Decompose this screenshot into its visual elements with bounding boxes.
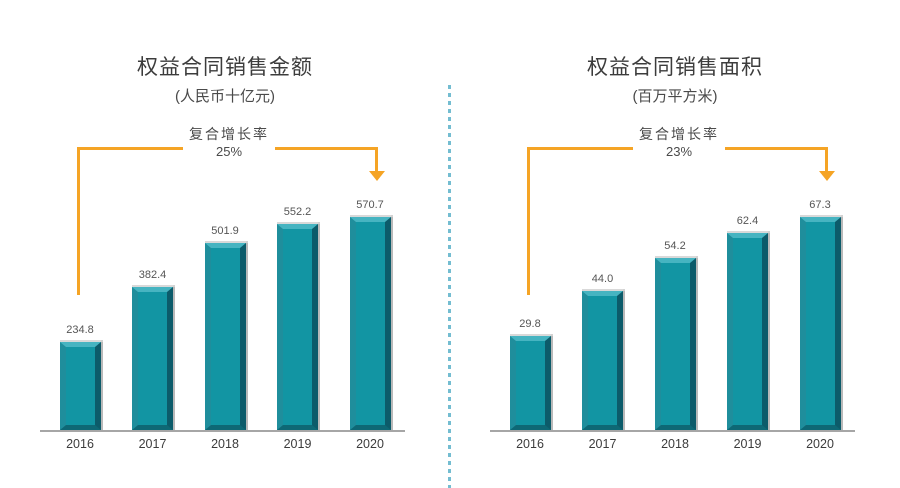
chart-title: 权益合同销售金额 (137, 56, 313, 79)
cagr-bracket-arrow: 复合增长率 25% (0, 0, 450, 300)
bracket-left-line (527, 147, 530, 295)
x-tick-label: 2017 (138, 437, 167, 451)
dashed-panel-divider (448, 85, 451, 488)
x-tick-label: 2018 (211, 437, 239, 451)
x-tick-label: 2019 (733, 437, 762, 451)
bar-value-label: 29.8 (519, 318, 541, 330)
x-axis (490, 430, 855, 432)
cagr-value: 23% (665, 144, 693, 159)
bar-value-label: 67.3 (809, 199, 831, 211)
cagr-annotation: 复合增长率 25% (183, 125, 275, 161)
bar-value-label: 62.4 (736, 215, 759, 227)
chart-title: 权益合同销售面积 (587, 56, 763, 79)
x-tick-label: 2016 (516, 437, 544, 451)
bar-2016 (509, 336, 551, 430)
bar-2018 (654, 258, 696, 430)
bar-2020 (799, 217, 841, 430)
arrow-down-icon (369, 171, 385, 181)
x-axis (40, 430, 405, 432)
bar-value-label: 54.2 (664, 240, 686, 252)
chart-panel-sales-amount: 权益合同销售金额 (人民币十亿元) 复合增长率 25% 234.8 2016 382… (0, 0, 450, 451)
bar-value-label: 44.0 (591, 273, 614, 285)
x-tick-label: 2019 (283, 437, 312, 451)
bar-value-label: 234.8 (66, 324, 94, 336)
bar-value-label: 501.9 (211, 225, 239, 237)
bar-2019 (277, 224, 318, 430)
bracket-left-line (77, 147, 80, 295)
x-tick-label: 2017 (588, 437, 617, 451)
bar-2020 (349, 217, 391, 430)
bar-value-label: 382.4 (138, 269, 167, 281)
x-tick-label: 2020 (356, 437, 384, 451)
x-tick-label: 2020 (806, 437, 834, 451)
bar-2017 (582, 291, 623, 430)
bar-2018 (204, 243, 246, 430)
plot-area: 234.8 2016 382.4 2017 501.9 2018 552.2 2019 570.… (59, 199, 391, 451)
chart-panel-sales-area: 权益合同销售面积 (百万平方米) 复合增长率 23% 29.8 2016 44.0 2… (450, 0, 900, 488)
bracket-right-line (825, 147, 828, 173)
cagr-annotation: 复合增长率 23% (633, 125, 725, 161)
bar-2019 (727, 233, 768, 430)
cagr-label: 复合增长率 (639, 126, 719, 142)
arrow-down-icon (819, 171, 835, 181)
bar-2017 (132, 287, 173, 430)
chart-unit-label: (百万平方米) (632, 88, 718, 105)
x-tick-label: 2016 (66, 437, 94, 451)
bar-value-label: 570.7 (356, 199, 384, 211)
cagr-value: 25% (215, 144, 243, 159)
bar-value-label: 552.2 (283, 206, 312, 218)
chart-unit-label: (人民币十亿元) (175, 88, 275, 105)
cagr-label: 复合增长率 (189, 126, 269, 142)
bar-2016 (59, 342, 101, 430)
plot-area: 29.8 2016 44.0 2017 54.2 2018 62.4 2019 67.3 2020 (450, 0, 900, 488)
bracket-right-line (375, 147, 378, 173)
x-tick-label: 2018 (661, 437, 689, 451)
cagr-bracket-arrow: 复合增长率 23% (450, 0, 900, 300)
